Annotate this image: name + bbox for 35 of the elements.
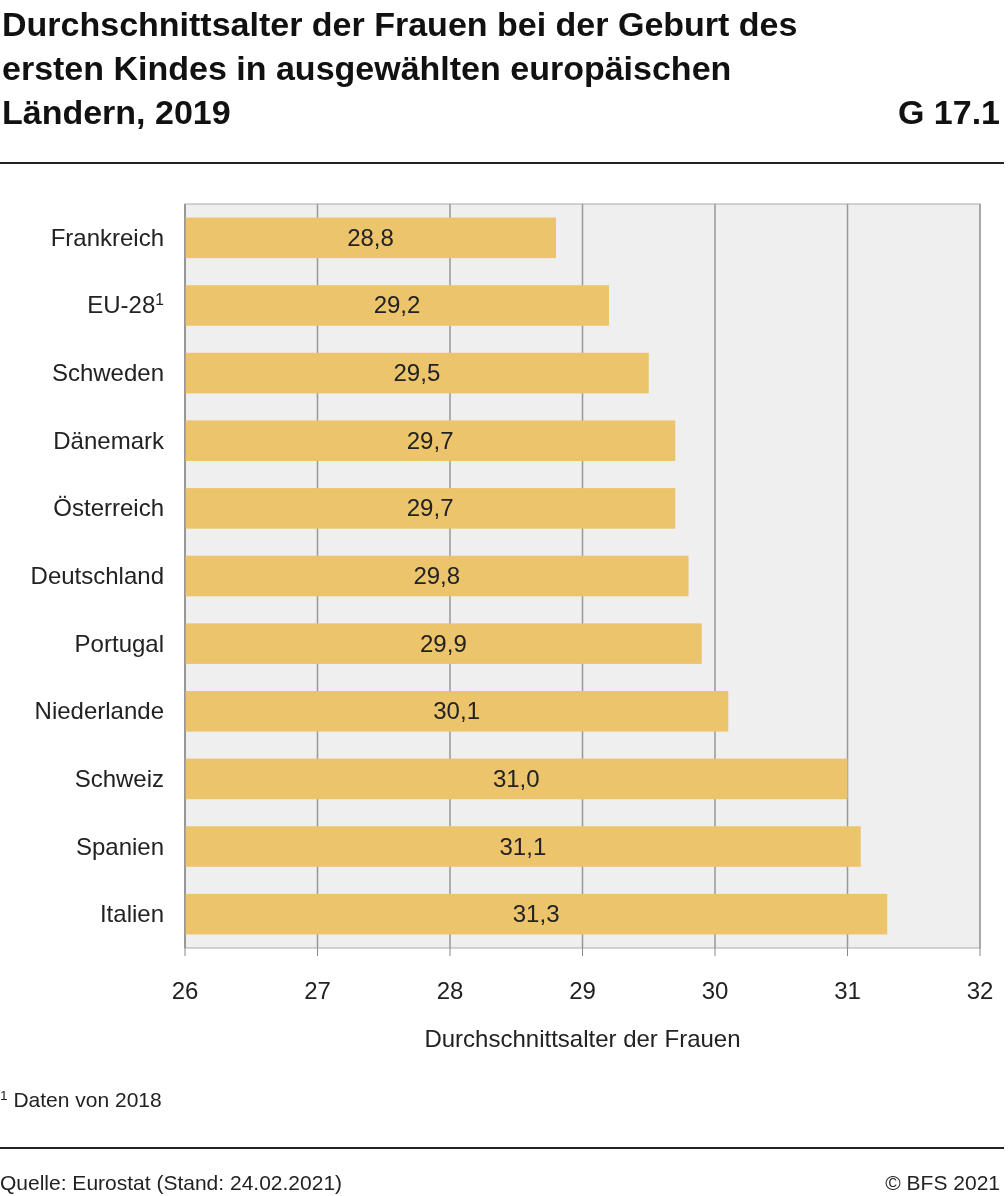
x-tick-label: 30: [701, 977, 729, 1004]
data-label: 31,3: [512, 900, 560, 928]
y-tick-label: EU-28$^{1}$: [87, 290, 164, 319]
x-tick-label: 28: [436, 977, 464, 1004]
data-label: 29,7: [406, 494, 454, 522]
data-label: 31,1: [499, 832, 547, 860]
y-tick-label: Spanien: [75, 832, 164, 860]
y-tick-label: Deutschland: [30, 562, 164, 589]
data-label: 29,5: [393, 359, 441, 387]
text: $^{1}$ Daten von 2018: [0, 1087, 162, 1111]
y-tick-label: Frankreich: [50, 223, 164, 251]
x-tick-label: 29: [569, 977, 596, 1004]
y-tick-label: Niederlande: [34, 697, 164, 725]
x-tick-label: 26: [171, 977, 199, 1004]
y-tick-label: Dänemark: [53, 426, 165, 454]
y-tick-label: Italien: [99, 900, 164, 928]
y-tick-label: Portugal: [74, 629, 164, 657]
text: © BFS 2021: [885, 1171, 1000, 1194]
source-note: Quelle: Eurostat (Stand: 24.02.2021): [0, 1171, 343, 1194]
data-label: 28,8: [347, 223, 394, 251]
data-label: 29,9: [420, 629, 467, 657]
text: G 17.1: [897, 93, 1000, 131]
y-tick-label: Österreich: [53, 494, 164, 522]
data-label: 29,7: [406, 426, 454, 454]
data-label: 30,1: [433, 697, 480, 725]
data-label: 29,8: [413, 562, 461, 589]
y-tick-label: Schweden: [51, 359, 164, 387]
x-tick-label: 31: [834, 977, 861, 1004]
x-axis-title: Durchschnittsalter der Frauen: [424, 1025, 741, 1052]
chart-title: Durchschnittsalter der Frauen bei der Geburt des ersten Kindes in ausgewählten europäischen Ländern, 2019: [2, 5, 798, 131]
x-tick-label: 32: [966, 977, 994, 1004]
data-label: 31,0: [492, 764, 540, 792]
data-label: 29,2: [373, 291, 421, 319]
y-tick-label: Schweiz: [74, 764, 164, 792]
x-tick-label: 27: [304, 977, 331, 1004]
